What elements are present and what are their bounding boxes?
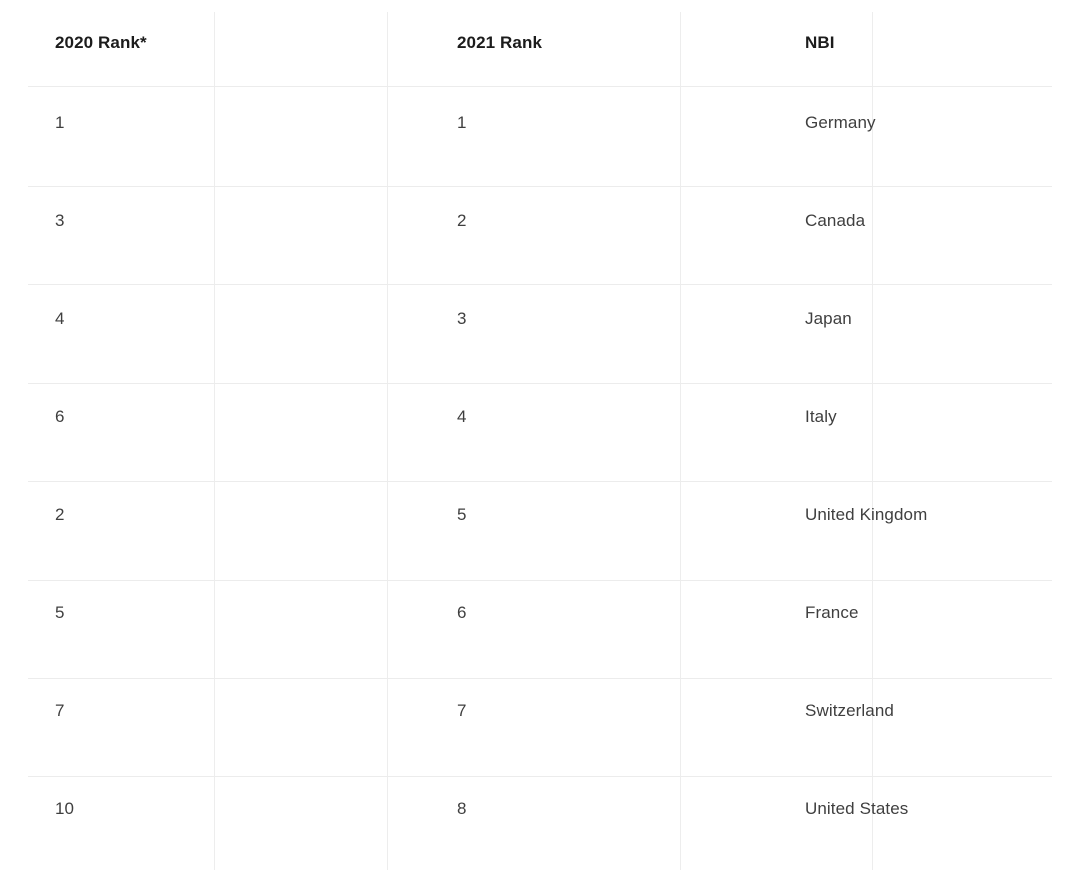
- cell-2020-rank: 10: [0, 772, 214, 870]
- cell-2021-score: 69.76: [872, 674, 1080, 772]
- cell-2021-rank: 1: [214, 86, 466, 184]
- cell-nbi-value: Switzerland: [805, 701, 894, 720]
- cell-2021-score: 70.52: [872, 282, 1080, 380]
- column-header-nbi[interactable]: NBI: [387, 0, 834, 86]
- column-header-2021-score[interactable]: 2021 Score: [872, 0, 1080, 86]
- cell-2020-rank: 2: [0, 478, 214, 576]
- cell-2021-rank-value: 4: [457, 407, 467, 426]
- cell-2021-score: 70.23: [872, 380, 1080, 478]
- table-row[interactable]: 2 5 United Kingdom 68.15 70.08: [0, 478, 1080, 576]
- cell-nbi: Japan: [387, 282, 852, 380]
- cell-nbi-value: Japan: [805, 309, 852, 328]
- cell-nbi-value: Italy: [805, 407, 837, 426]
- cell-2021-score: 70.08: [872, 478, 1080, 576]
- cell-nbi-value: United Kingdom: [805, 505, 928, 524]
- column-header-2021-rank-label: 2021 Rank: [457, 33, 543, 52]
- cell-2020-score: 69.12: [680, 86, 872, 184]
- column-header-2020-rank[interactable]: 2020 Rank*: [0, 0, 214, 86]
- cell-2020-rank: 7: [0, 674, 214, 772]
- table-row[interactable]: 1 1 Germany 69.12 71.06: [0, 86, 1080, 184]
- cell-2021-score: 70.64: [872, 184, 1080, 282]
- cell-2020-rank-value: 2: [55, 505, 65, 524]
- table-row[interactable]: 7 7 Switzerland 66.68 69.76: [0, 674, 1080, 772]
- column-header-2020-score[interactable]: 2020 Score*: [680, 0, 872, 86]
- cell-2021-rank-value: 5: [457, 505, 467, 524]
- cell-nbi-value: United States: [805, 799, 909, 818]
- cell-2021-score: 69.67: [872, 772, 1080, 870]
- cell-2021-rank: 6: [214, 576, 466, 674]
- cell-nbi-value: Canada: [805, 211, 866, 230]
- cell-2020-rank-value: 4: [55, 309, 65, 328]
- cell-2021-rank-value: 7: [457, 701, 467, 720]
- cell-2021-rank: 4: [214, 380, 466, 478]
- cell-2020-score: 65.67: [680, 772, 872, 870]
- cell-2021-rank: 8: [214, 772, 466, 870]
- cell-2021-rank: 7: [214, 674, 466, 772]
- cell-2021-rank: 5: [214, 478, 466, 576]
- cell-nbi-value: Germany: [805, 113, 876, 132]
- cell-nbi: Germany: [387, 86, 876, 184]
- table-row[interactable]: 10 8 United States 65.67 69.67: [0, 772, 1080, 870]
- cell-2021-rank-value: 3: [457, 309, 467, 328]
- table-row[interactable]: 3 2 Canada 67.86 70.64: [0, 184, 1080, 282]
- table-header: 2020 Rank* 2021 Rank NBI 2020 Score* 202…: [0, 0, 1080, 86]
- cell-2020-rank: 6: [0, 380, 214, 478]
- cell-nbi: France: [387, 576, 858, 674]
- cell-2020-rank-value: 1: [55, 113, 65, 132]
- cell-nbi: United Kingdom: [387, 478, 927, 576]
- cell-2021-rank: 3: [214, 282, 466, 380]
- cell-2020-score: 67.11: [680, 380, 872, 478]
- cell-2020-rank-value: 6: [55, 407, 65, 426]
- column-header-nbi-label: NBI: [805, 33, 835, 52]
- cell-2021-rank-value: 2: [457, 211, 467, 230]
- cell-2021-rank-value: 6: [457, 603, 467, 622]
- table-header-row: 2020 Rank* 2021 Rank NBI 2020 Score* 202…: [0, 0, 1080, 86]
- cell-2020-rank-value: 3: [55, 211, 65, 230]
- cell-2020-rank-value: 5: [55, 603, 65, 622]
- cell-2021-score: 71.06: [872, 86, 1080, 184]
- cell-2020-score: 66.68: [680, 674, 872, 772]
- cell-2020-score: 67.59: [680, 576, 872, 674]
- cell-2021-rank-value: 8: [457, 799, 467, 818]
- cell-2021-rank: 2: [214, 184, 466, 282]
- column-header-2020-rank-label: 2020 Rank*: [55, 33, 147, 52]
- cell-2021-score: 70.00: [872, 576, 1080, 674]
- cell-2020-score: 67.81: [680, 282, 872, 380]
- cell-2020-rank: 1: [0, 86, 214, 184]
- table-body: 1 1 Germany 69.12 71.06 3 2 Canada 67.86…: [0, 86, 1080, 870]
- cell-2020-rank-value: 7: [55, 701, 65, 720]
- cell-2020-rank: 4: [0, 282, 214, 380]
- cell-nbi: Canada: [387, 184, 865, 282]
- cell-2020-score: 68.15: [680, 478, 872, 576]
- table-row[interactable]: 6 4 Italy 67.11 70.23: [0, 380, 1080, 478]
- cell-nbi: Italy: [387, 380, 837, 478]
- column-header-2021-rank[interactable]: 2021 Rank: [214, 0, 542, 86]
- cell-2020-rank: 3: [0, 184, 214, 282]
- cell-nbi: United States: [387, 772, 908, 870]
- cell-2021-rank-value: 1: [457, 113, 467, 132]
- cell-2020-rank: 5: [0, 576, 214, 674]
- table-row[interactable]: 4 3 Japan 67.81 70.52: [0, 282, 1080, 380]
- cell-nbi-value: France: [805, 603, 859, 622]
- table-row[interactable]: 5 6 France 67.59 70.00: [0, 576, 1080, 674]
- cell-2020-score: 67.86: [680, 184, 872, 282]
- cell-2020-rank-value: 10: [55, 799, 75, 818]
- cell-nbi: Switzerland: [387, 674, 894, 772]
